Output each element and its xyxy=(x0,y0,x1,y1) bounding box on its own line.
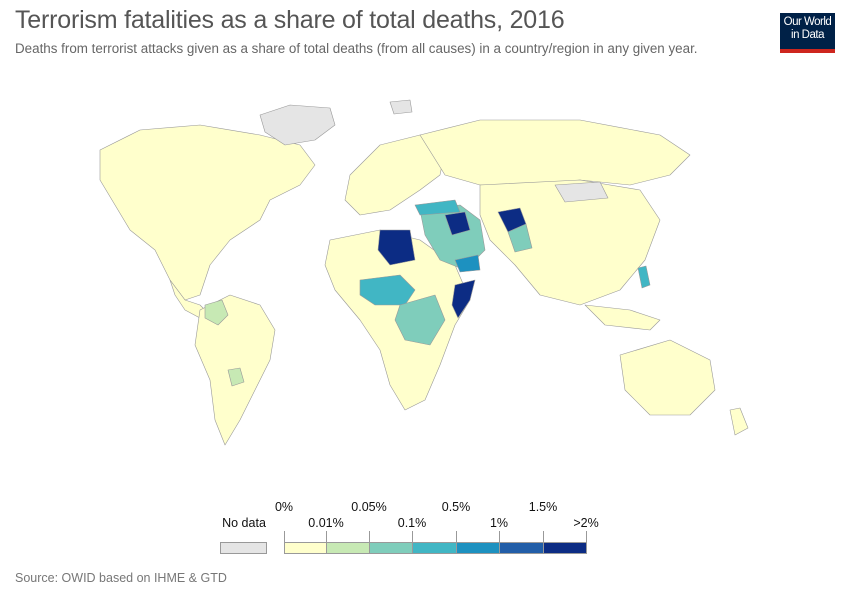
region-colombia[interactable] xyxy=(204,299,229,326)
legend-tick xyxy=(326,531,327,543)
legend-tick-label: >2% xyxy=(573,516,599,530)
region-pakistan[interactable] xyxy=(507,223,533,253)
region-north-america[interactable] xyxy=(99,124,316,301)
region-greenland[interactable] xyxy=(259,104,336,146)
legend-tick-label: 0.5% xyxy=(441,500,471,514)
logo-accent-bar xyxy=(780,49,835,53)
legend-tick xyxy=(543,531,544,543)
source-note: Source: OWID based on IHME & GTD xyxy=(15,571,227,585)
chart-subtitle: Deaths from terrorist attacks given as a… xyxy=(15,41,698,56)
logo-line-2: in Data xyxy=(791,29,824,41)
region-somalia[interactable] xyxy=(451,279,476,319)
region-europe[interactable] xyxy=(344,134,446,216)
legend-tick xyxy=(284,531,285,543)
legend-bin-4[interactable] xyxy=(412,542,457,554)
region-turkey[interactable] xyxy=(414,199,461,216)
legend-tick xyxy=(499,531,500,543)
legend-tick xyxy=(369,531,370,543)
legend-tick-label: 1.5% xyxy=(528,500,558,514)
region-svalbard[interactable] xyxy=(389,99,413,115)
legend-tick xyxy=(456,531,457,543)
legend-no-data-label: No data xyxy=(222,516,266,530)
legend-bin-7[interactable] xyxy=(543,542,587,554)
legend-bin-6[interactable] xyxy=(499,542,544,554)
region-paraguay[interactable] xyxy=(227,367,245,387)
legend-tick-label: 0% xyxy=(274,500,294,514)
legend-tick-label: 0.1% xyxy=(397,516,427,530)
region-asia[interactable] xyxy=(479,179,661,306)
chart-title: Terrorism fatalities as a share of total… xyxy=(15,6,565,34)
legend-bin-5[interactable] xyxy=(456,542,500,554)
region-iraq[interactable] xyxy=(444,211,471,236)
region-central-africa[interactable] xyxy=(394,294,446,346)
region-southeast-asia[interactable] xyxy=(584,304,661,331)
region-yemen[interactable] xyxy=(454,254,481,273)
region-new-zealand[interactable] xyxy=(729,407,749,436)
region-libya[interactable] xyxy=(377,229,416,266)
logo-line-1: Our World xyxy=(783,16,832,28)
region-mongolia[interactable] xyxy=(554,181,609,203)
region-philippines[interactable] xyxy=(637,265,651,289)
legend-bin-2[interactable] xyxy=(326,542,370,554)
owid-logo[interactable]: Our World in Data xyxy=(780,13,835,53)
legend-tick-label: 1% xyxy=(489,516,509,530)
legend-tick xyxy=(412,531,413,543)
legend-tick xyxy=(586,531,587,543)
legend-no-data-swatch[interactable] xyxy=(220,542,267,554)
legend-tick-label: 0.01% xyxy=(308,516,344,530)
region-russia[interactable] xyxy=(419,119,691,186)
region-australia[interactable] xyxy=(619,339,716,416)
legend-bin-1[interactable] xyxy=(284,542,327,554)
legend-bin-3[interactable] xyxy=(369,542,413,554)
world-map[interactable] xyxy=(60,90,760,450)
legend-tick-label: 0.05% xyxy=(351,500,387,514)
logo-text: Our World in Data xyxy=(780,13,835,42)
